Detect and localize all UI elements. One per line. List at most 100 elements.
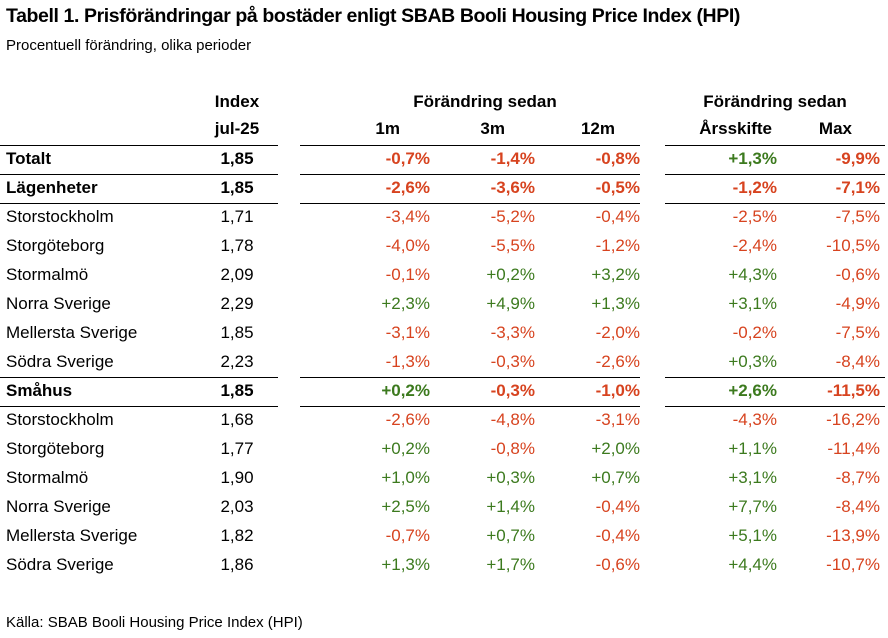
row-change-12m: +3,2% (591, 265, 640, 284)
row-change-max: -4,9% (835, 294, 880, 313)
row-change-3m: -1,4% (490, 149, 535, 168)
separator-line (665, 145, 885, 146)
row-change-12m: -1,2% (595, 236, 640, 255)
source-note: Källa: SBAB Booli Housing Price Index (H… (6, 614, 303, 631)
row-change-arsskifte: -2,5% (732, 207, 777, 226)
row-change-3m: +4,9% (486, 294, 535, 313)
table-row: Storstockholm 1,71 -3,4% -5,2% -0,4% -2,5% -7,… (0, 203, 888, 232)
row-change-1m: +1,0% (381, 468, 430, 487)
row-label: Småhus (6, 381, 73, 400)
row-change-12m: -2,6% (595, 352, 640, 371)
table-row: Norra Sverige 2,03 +2,5% +1,4% -0,4% +7,7% -8,… (0, 493, 888, 522)
row-change-3m: +0,3% (486, 468, 535, 487)
row-label: Mellersta Sverige (6, 323, 138, 342)
row-change-max: -7,5% (835, 323, 880, 342)
row-change-max: -13,9% (826, 526, 880, 545)
row-index: 1,71 (220, 207, 254, 226)
row-change-max: -10,5% (826, 236, 880, 255)
row-change-1m: +0,2% (381, 439, 430, 458)
row-change-3m: -3,6% (490, 178, 535, 197)
page-subtitle: Procentuell förändring, olika perioder (6, 37, 252, 54)
row-change-max: -16,2% (826, 410, 880, 429)
table-row: Södra Sverige 2,23 -1,3% -0,3% -2,6% +0,3% -8,… (0, 348, 888, 377)
row-change-1m: -0,1% (385, 265, 430, 284)
row-change-1m: -1,3% (385, 352, 430, 371)
separator-line (665, 203, 885, 204)
row-label: Norra Sverige (6, 294, 111, 313)
row-change-1m: -2,6% (385, 410, 430, 429)
row-change-3m: +1,4% (486, 497, 535, 516)
row-change-12m: -0,4% (595, 497, 640, 516)
table-row: Södra Sverige 1,86 +1,3% +1,7% -0,6% +4,4% -10… (0, 551, 888, 580)
row-change-12m: -0,5% (595, 178, 640, 197)
row-change-max: -8,4% (835, 497, 880, 516)
row-change-arsskifte: +0,3% (728, 352, 777, 371)
row-index: 2,29 (220, 294, 254, 313)
row-index: 1,85 (220, 178, 254, 197)
row-change-1m: -2,6% (385, 178, 430, 197)
row-change-1m: -0,7% (385, 149, 430, 168)
row-change-3m: -0,3% (490, 352, 535, 371)
row-change-arsskifte: +1,1% (728, 439, 777, 458)
row-change-1m: +2,3% (381, 294, 430, 313)
row-change-arsskifte: +3,1% (728, 294, 777, 313)
header-index: Index (214, 92, 260, 111)
row-change-3m: -4,8% (490, 410, 535, 429)
row-label: Mellersta Sverige (6, 526, 138, 545)
table-row: Stormalmö 2,09 -0,1% +0,2% +3,2% +4,3% -0,6% (0, 261, 888, 290)
row-change-12m: -2,0% (595, 323, 640, 342)
row-change-12m: -0,4% (595, 526, 640, 545)
table-row: Mellersta Sverige 1,85 -3,1% -3,3% -2,0% -0,2… (0, 319, 888, 348)
row-label: Norra Sverige (6, 497, 111, 516)
row-index: 1,86 (220, 555, 254, 574)
row-change-1m: +2,5% (381, 497, 430, 516)
row-change-max: -10,7% (826, 555, 880, 574)
table-row: Mellersta Sverige 1,82 -0,7% +0,7% -0,4% +5,1… (0, 522, 888, 551)
row-index: 1,78 (220, 236, 254, 255)
separator-line (0, 145, 278, 146)
separator-line (0, 406, 278, 407)
row-change-12m: -0,4% (595, 207, 640, 226)
row-index: 1,68 (220, 410, 254, 429)
row-change-arsskifte: -0,2% (732, 323, 777, 342)
header-max: Max (818, 119, 852, 138)
header-arsskifte: Årsskifte (699, 119, 772, 138)
row-change-arsskifte: +7,7% (728, 497, 777, 516)
row-change-1m: -3,1% (385, 323, 430, 342)
row-change-1m: -3,4% (385, 207, 430, 226)
row-change-arsskifte: -4,3% (732, 410, 777, 429)
separator-line (300, 174, 640, 175)
row-change-max: -0,6% (835, 265, 880, 284)
header-group-change: Förändring sedan (413, 92, 557, 111)
row-label: Storgöteborg (6, 439, 105, 458)
row-change-1m: +1,3% (381, 555, 430, 574)
table-row: Småhus 1,85 +0,2% -0,3% -1,0% +2,6% -11,5% (0, 377, 888, 406)
row-label: Södra Sverige (6, 555, 114, 574)
row-change-arsskifte: +3,1% (728, 468, 777, 487)
row-index: 1,85 (220, 149, 254, 168)
separator-line (665, 406, 885, 407)
table-row: Norra Sverige 2,29 +2,3% +4,9% +1,3% +3,1% -4,… (0, 290, 888, 319)
row-change-12m: -0,6% (595, 555, 640, 574)
price-table: Totalt 1,85 -0,7% -1,4% -0,8% +1,3% -9,9% Lägen… (0, 145, 888, 580)
row-label: Lägenheter (6, 178, 98, 197)
row-change-max: -11,5% (827, 381, 880, 400)
header-12m: 12m (580, 119, 615, 138)
row-index: 1,77 (220, 439, 254, 458)
separator-line (300, 145, 640, 146)
row-index: 1,82 (220, 526, 254, 545)
row-change-3m: -0,8% (490, 439, 535, 458)
separator-line (300, 377, 640, 378)
row-index: 2,09 (220, 265, 254, 284)
row-change-3m: -5,5% (490, 236, 535, 255)
row-change-arsskifte: +2,6% (728, 381, 777, 400)
row-change-arsskifte: -1,2% (732, 178, 777, 197)
row-change-3m: -3,3% (490, 323, 535, 342)
table-row: Totalt 1,85 -0,7% -1,4% -0,8% +1,3% -9,9% (0, 145, 888, 174)
row-change-12m: +0,7% (591, 468, 640, 487)
row-change-12m: -3,1% (595, 410, 640, 429)
row-change-3m: -5,2% (490, 207, 535, 226)
header-index-date: jul-25 (214, 119, 260, 138)
row-label: Stormalmö (6, 468, 89, 487)
row-index: 2,23 (220, 352, 254, 371)
